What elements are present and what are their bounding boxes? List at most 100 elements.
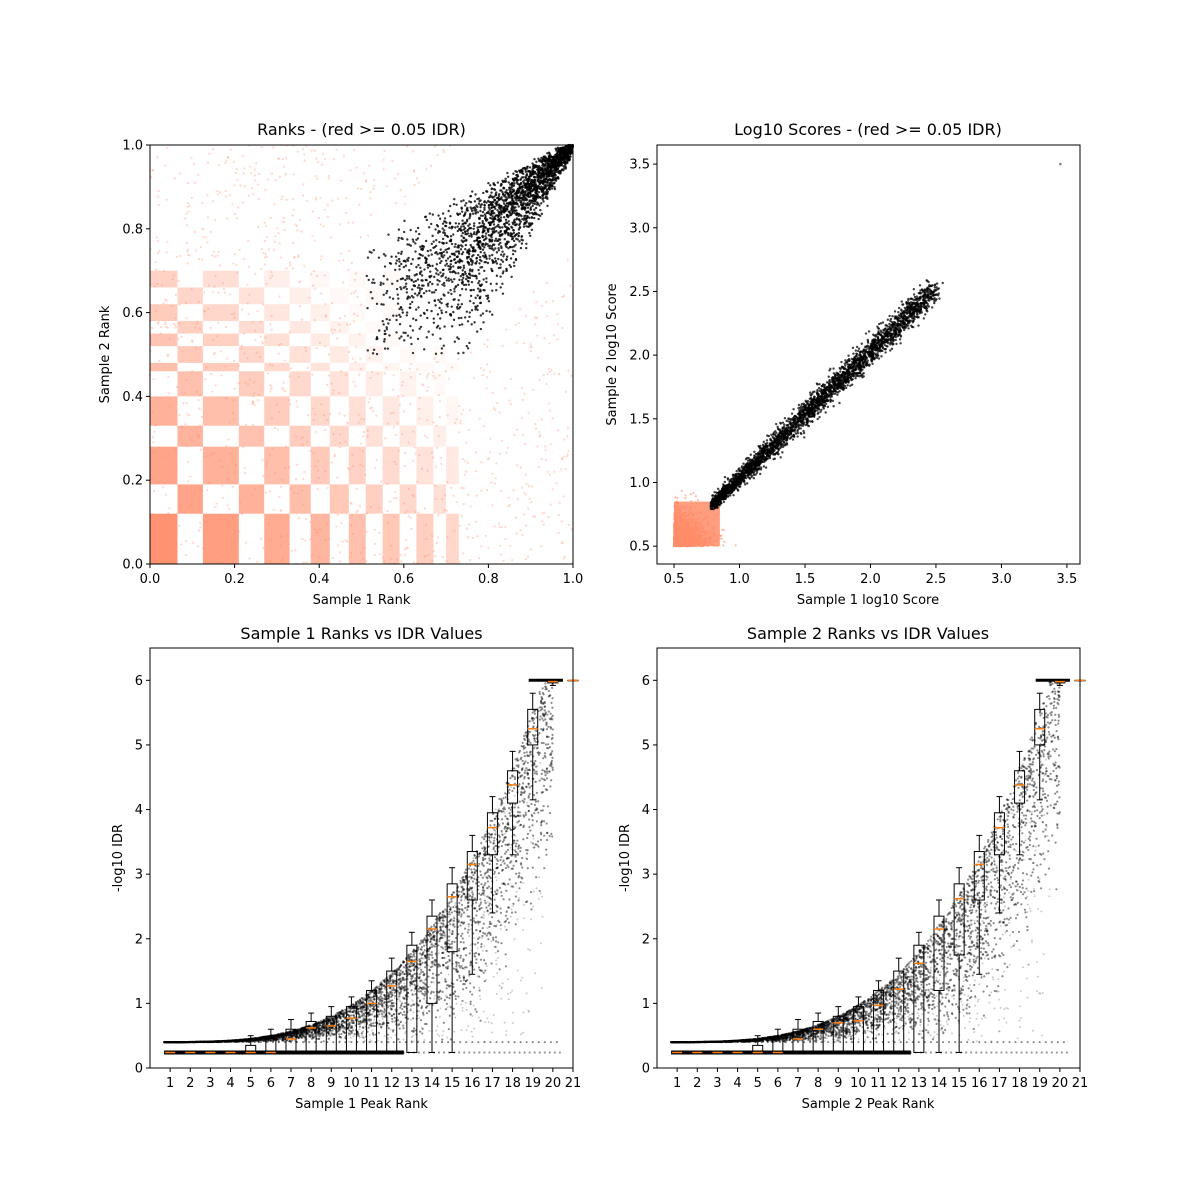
- ranks-point-red: [187, 253, 190, 256]
- ranks-point-black: [553, 186, 556, 189]
- ranks-point-black: [426, 266, 430, 269]
- ranks-point-red: [358, 203, 361, 206]
- ranks-point-black: [440, 311, 444, 315]
- ranks-point-black: [410, 262, 413, 266]
- ranks-tie-block: [416, 396, 434, 426]
- ranks-point-red: [168, 507, 171, 510]
- ranks-point-red: [164, 323, 167, 326]
- ranks-point-red: [190, 196, 193, 200]
- ranks-point-black: [432, 321, 436, 324]
- ranks-point-black: [416, 294, 419, 297]
- ranks-point-black: [476, 211, 480, 214]
- ranks-point-black: [379, 281, 383, 284]
- ranks-point-black: [466, 260, 470, 264]
- ranks-point-red: [217, 250, 220, 254]
- ranks-point-red: [432, 374, 435, 378]
- ranks-point-black: [537, 191, 541, 194]
- ranks-point-black: [480, 266, 484, 269]
- ranks-point-red: [484, 534, 487, 538]
- ranks-point-black: [449, 235, 453, 238]
- ranks-point-red: [500, 439, 503, 442]
- ranks-point-black: [497, 231, 500, 235]
- ranks-point-red: [557, 513, 560, 517]
- ranks-tie-block: [264, 396, 290, 426]
- ranks-point-black: [427, 284, 430, 287]
- ranks-point-red: [524, 314, 528, 318]
- ranks-xtick-label: 1.0: [563, 572, 584, 587]
- ranks-point-black: [453, 198, 456, 201]
- ranks-point-red: [216, 193, 219, 196]
- ranks-point-red: [185, 212, 188, 215]
- ranks-point-black: [504, 177, 507, 180]
- ranks-point-red: [221, 484, 224, 487]
- ranks-point-black: [445, 279, 449, 282]
- ranks-point-red: [515, 341, 518, 344]
- ranks-point-black: [449, 263, 452, 266]
- ranks-point-black: [510, 238, 514, 241]
- ranks-point-black: [535, 160, 538, 164]
- ranks-point-red: [551, 488, 554, 491]
- ranks-point-black: [487, 300, 491, 303]
- ranks-point-black: [400, 252, 403, 256]
- ranks-point-red: [508, 503, 511, 507]
- ranks-point-black: [438, 279, 441, 283]
- ranks-point-black: [496, 209, 499, 212]
- ranks-point-red: [404, 553, 407, 556]
- ranks-point-black: [411, 258, 415, 261]
- ranks-point-red: [506, 446, 509, 450]
- ranks-point-black: [553, 159, 556, 162]
- ranks-point-black: [463, 212, 467, 216]
- ranks-point-black: [420, 270, 423, 273]
- ranks-point-black: [477, 246, 480, 249]
- ranks-point-red: [344, 211, 348, 214]
- ranks-point-red: [262, 342, 265, 345]
- ranks-point-black: [397, 297, 400, 300]
- ranks-point-black: [461, 269, 464, 272]
- ranks-point-black: [470, 323, 473, 326]
- ranks-point-red: [227, 438, 230, 441]
- ranks-point-black: [385, 326, 388, 329]
- ranks-point-black: [478, 262, 481, 265]
- ranks-point-black: [412, 240, 415, 243]
- ranks-point-red: [219, 350, 222, 353]
- ranks-point-red: [392, 374, 395, 377]
- ranks-point-black: [458, 294, 462, 297]
- ranks-point-black: [499, 286, 502, 289]
- ranks-point-black: [465, 220, 469, 223]
- ranks-point-red: [556, 429, 560, 432]
- ranks-point-black: [456, 212, 459, 215]
- ranks-point-black: [471, 190, 474, 193]
- ranks-point-black: [437, 273, 440, 276]
- ranks-point-black: [529, 201, 532, 205]
- ranks-point-red: [386, 522, 389, 525]
- ranks-tie-block: [329, 320, 349, 334]
- ranks-point-black: [501, 226, 504, 229]
- ranks-point-red: [442, 148, 445, 151]
- ranks-point-red: [255, 351, 258, 354]
- ranks-point-red: [406, 509, 409, 512]
- ranks-point-black: [474, 250, 477, 253]
- ranks-point-black: [432, 240, 435, 243]
- ranks-point-red: [279, 256, 282, 259]
- ranks-point-red: [211, 290, 215, 293]
- ranks-point-black: [463, 226, 467, 230]
- ranks-point-black: [553, 176, 557, 179]
- ranks-point-black: [475, 257, 478, 260]
- ranks-point-red: [389, 412, 392, 415]
- ranks-point-black: [388, 261, 392, 265]
- ranks-point-red: [355, 345, 358, 349]
- ranks-point-red: [197, 173, 200, 176]
- ranks-point-red: [340, 522, 343, 525]
- ranks-point-red: [261, 474, 265, 478]
- ranks-point-red: [184, 553, 187, 557]
- ranks-point-black: [465, 275, 469, 278]
- ranks-point-black: [461, 219, 464, 222]
- ranks-point-red: [354, 384, 357, 387]
- ranks-point-red: [495, 462, 498, 465]
- ranks-point-red: [331, 199, 334, 202]
- ranks-point-black: [406, 277, 409, 280]
- ranks-point-red: [226, 477, 230, 480]
- ranks-point-black: [410, 278, 413, 282]
- ranks-point-red: [213, 255, 216, 258]
- ranks-point-black: [499, 241, 502, 245]
